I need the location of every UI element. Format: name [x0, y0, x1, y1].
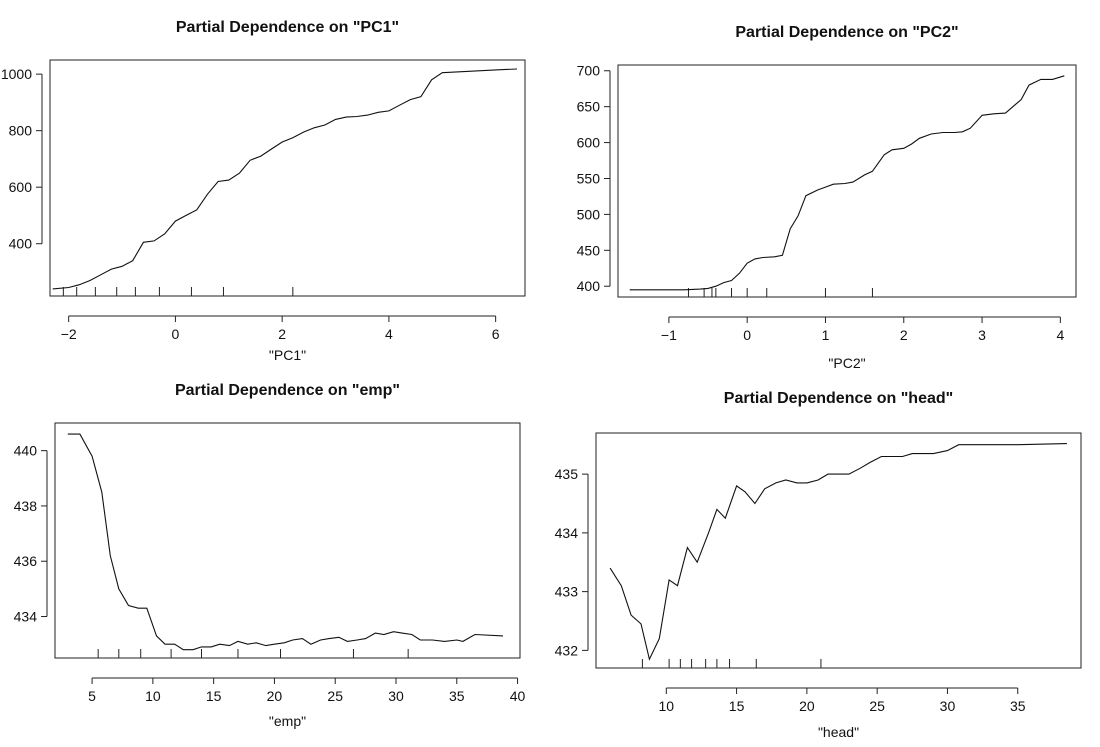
y-tick-label: 650	[577, 99, 601, 115]
x-tick-label: 1	[822, 327, 830, 343]
plot-frame	[54, 422, 521, 659]
partial-dependence-line	[609, 443, 1067, 661]
chart-title: Partial Dependence on "PC1"	[176, 19, 399, 36]
y-tick-label: 550	[577, 170, 601, 186]
x-tick-label: 30	[940, 698, 956, 714]
chart-title: Partial Dependence on "emp"	[175, 382, 400, 399]
chart-title: Partial Dependence on "head"	[724, 390, 953, 407]
partial-dependence-line	[629, 75, 1065, 291]
x-tick-label: −2	[61, 326, 77, 342]
x-tick-label: 6	[492, 326, 500, 342]
x-tick-label: 3	[978, 327, 986, 343]
chart-title: Partial Dependence on "PC2"	[735, 24, 958, 41]
y-tick-label: 700	[577, 63, 601, 79]
x-tick-label: 4	[385, 326, 393, 342]
plot-frame	[49, 59, 526, 297]
x-tick-label: 5	[88, 688, 96, 704]
x-tick-label: 2	[278, 326, 286, 342]
chart-panel-4: Partial Dependence on "head" 10 15 20 25 30 35…	[555, 390, 1082, 740]
y-tick-label: 1000	[1, 66, 32, 82]
y-tick-label: 436	[14, 553, 38, 569]
x-tick-label: 15	[206, 688, 222, 704]
y-tick-label: 440	[14, 443, 38, 459]
x-axis-label: "PC1"	[269, 347, 306, 363]
x-tick-label: 35	[1010, 698, 1026, 714]
x-tick-label: 20	[267, 688, 283, 704]
x-tick-label: 10	[145, 688, 161, 704]
chart-panel-3: Partial Dependence on "emp" 5 10 15 20 25 30 35…	[14, 382, 526, 729]
y-tick-label: 400	[577, 278, 601, 294]
y-tick-label: 600	[9, 179, 33, 195]
x-tick-label: 0	[172, 326, 180, 342]
x-tick-label: 2	[900, 327, 908, 343]
x-axis-label: "head"	[818, 724, 859, 740]
y-tick-label: 600	[577, 135, 601, 151]
x-tick-label: 15	[729, 698, 745, 714]
x-tick-label: −1	[661, 327, 677, 343]
y-tick-label: 400	[9, 236, 33, 252]
x-axis-label: "PC2"	[828, 355, 865, 371]
x-axis-label: "emp"	[269, 713, 306, 729]
y-tick-label: 433	[555, 584, 579, 600]
x-tick-label: 4	[1056, 327, 1064, 343]
y-tick-label: 450	[577, 242, 601, 258]
x-tick-label: 40	[510, 688, 526, 704]
y-tick-label: 800	[9, 123, 33, 139]
x-tick-label: 35	[449, 688, 465, 704]
y-tick-label: 435	[555, 466, 579, 482]
y-tick-label: 438	[14, 498, 38, 514]
partial-dependence-line	[52, 68, 518, 290]
y-tick-label: 434	[14, 609, 38, 625]
x-tick-label: 0	[743, 327, 751, 343]
x-tick-label: 25	[869, 698, 885, 714]
plot-frame	[617, 64, 1077, 298]
y-tick-label: 434	[555, 525, 579, 541]
chart-panel-1: Partial Dependence on "PC1" −2 0 2 4 6 400 600 8…	[1, 19, 526, 363]
y-tick-label: 432	[555, 642, 579, 658]
plot-frame	[595, 432, 1082, 669]
x-tick-label: 20	[799, 698, 815, 714]
partial-dependence-line	[67, 433, 504, 651]
x-tick-label: 30	[388, 688, 404, 704]
x-tick-label: 10	[659, 698, 675, 714]
y-tick-label: 500	[577, 206, 601, 222]
x-tick-label: 25	[327, 688, 343, 704]
chart-panel-2: Partial Dependence on "PC2" −1 0 1 2 3 4 400 450…	[577, 24, 1077, 371]
